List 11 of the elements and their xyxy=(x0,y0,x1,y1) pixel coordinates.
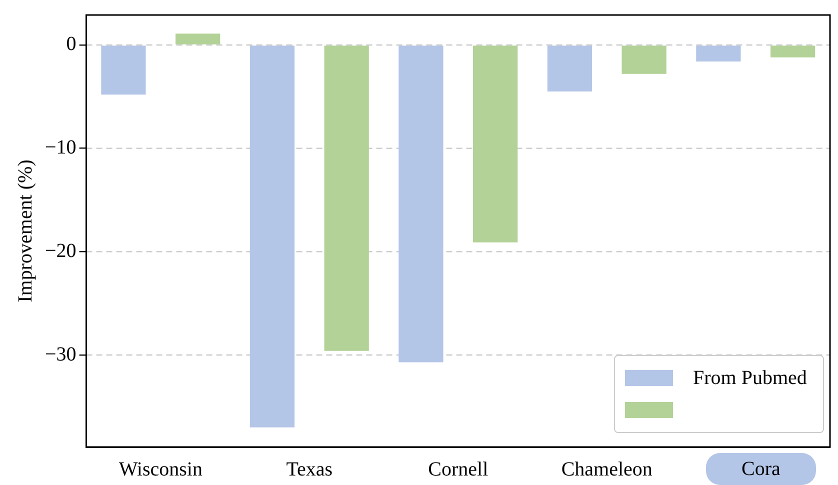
x-tick-label: Wisconsin xyxy=(118,458,202,480)
y-tick-label: −10 xyxy=(45,136,76,159)
y-tick-label: 0 xyxy=(66,33,76,56)
x-tick-label: Chameleon xyxy=(561,458,652,480)
x-tick-label: Texas xyxy=(286,458,333,480)
y-tick-label: −20 xyxy=(45,240,76,262)
legend-label: From Pubmed xyxy=(693,366,808,390)
text: Cora xyxy=(706,453,816,485)
y-tick-label: −30 xyxy=(45,343,76,366)
x-tick-label: Cornell xyxy=(428,458,489,480)
y-axis-title: Improvement (%) xyxy=(14,160,36,302)
